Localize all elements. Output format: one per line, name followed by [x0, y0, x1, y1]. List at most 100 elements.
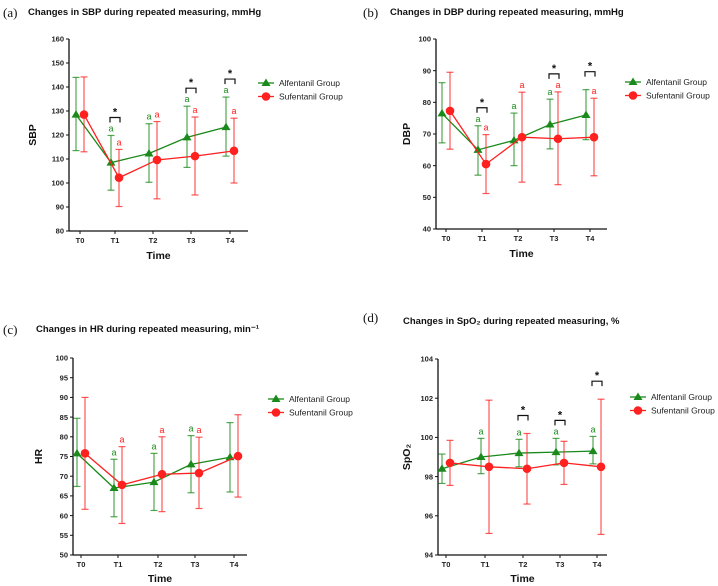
x-tick-label: T3: [187, 236, 196, 245]
data-point: [186, 459, 196, 468]
significance-annotation: a: [478, 426, 483, 436]
legend-entry: Alfentanil Group: [279, 78, 340, 88]
data-point: [553, 134, 563, 144]
y-tick-label: 50: [423, 193, 431, 202]
significance-annotation: a: [231, 106, 236, 116]
data-point: [221, 122, 231, 131]
data-point: [233, 451, 243, 461]
y-tick-label: 140: [51, 83, 64, 92]
legend-marker: [261, 78, 271, 86]
y-tick-label: 90: [60, 393, 68, 402]
significance-annotation: a: [475, 114, 480, 124]
x-tick-label: T2: [149, 236, 158, 245]
y-tick-label: 85: [60, 413, 68, 422]
y-tick-label: 70: [423, 130, 431, 139]
data-point: [484, 462, 494, 472]
x-tick-label: T2: [154, 560, 163, 569]
significance-annotation: a: [151, 441, 156, 451]
significance-annotation: a: [555, 80, 560, 90]
legend-marker: [633, 392, 643, 400]
data-point: [514, 448, 524, 457]
y-tick-label: 90: [423, 66, 431, 75]
series-line: [83, 114, 235, 179]
x-tick-label: T4: [230, 560, 240, 569]
x-tick-label: T2: [519, 560, 528, 569]
data-point: [71, 110, 81, 118]
significance-annotation: a: [108, 123, 113, 133]
y-axis-label: DBP: [401, 123, 413, 145]
x-tick-label: T0: [76, 236, 85, 245]
y-tick-label: 160: [51, 35, 64, 44]
legend-marker: [271, 408, 281, 417]
y-tick-label: 95: [60, 373, 68, 382]
chart-title: Changes in SBP during repeated measuring…: [28, 7, 261, 18]
y-tick-label: 80: [56, 227, 64, 236]
panel-b: (b) Changes in DBP during repeated measur…: [363, 5, 710, 260]
data-point: [190, 151, 200, 161]
series-sufentanil-group: aa a: [80, 396, 243, 525]
y-tick-label: 60: [423, 161, 431, 170]
data-point: [473, 145, 483, 153]
y-tick-label: 60: [60, 511, 68, 520]
data-point: [545, 120, 555, 128]
data-point: [157, 469, 167, 479]
data-point: [445, 458, 455, 468]
y-tick-label: 100: [55, 354, 68, 363]
x-axis-label: Time: [148, 573, 172, 585]
panel-d: (d) Changes in SpO₂ during repeated measu…: [363, 310, 715, 585]
significance-annotation: a: [159, 425, 164, 435]
legend-entry: Sufentanil Group: [279, 92, 343, 102]
data-point: [588, 446, 598, 455]
y-tick-label: 40: [423, 225, 431, 234]
data-point: [551, 447, 561, 456]
data-point: [144, 148, 154, 157]
legend-entry: Sufentanil Group: [289, 408, 353, 418]
series-alfentanil-group: aaa: [72, 417, 235, 518]
significance-bracket: [548, 73, 560, 79]
significance-star: *: [558, 409, 563, 421]
data-point: [476, 452, 486, 460]
y-tick-label: 50: [60, 551, 68, 560]
significance-bracket: [517, 414, 529, 421]
series-alfentanil-group: aaa: [437, 82, 591, 176]
significance-star: *: [480, 97, 485, 109]
y-tick-label: 100: [420, 433, 433, 442]
significance-star: *: [228, 68, 233, 80]
panel-label: (c): [3, 322, 17, 337]
significance-annotation: a: [547, 87, 552, 97]
x-tick-label: T3: [191, 560, 200, 569]
data-point: [437, 464, 447, 472]
data-point: [109, 483, 119, 492]
data-point: [80, 449, 90, 458]
data-point: [114, 173, 124, 183]
significance-star: *: [113, 106, 118, 118]
data-point: [445, 106, 455, 116]
legend-marker: [633, 406, 643, 415]
y-tick-label: 104: [420, 355, 433, 364]
data-point: [517, 132, 527, 142]
legend-entry: Sufentanil Group: [651, 406, 715, 416]
significance-annotation: a: [119, 435, 124, 445]
series-sufentanil-group: [445, 398, 606, 536]
x-tick-label: T1: [111, 236, 120, 245]
x-axis-label: Time: [510, 573, 534, 585]
y-tick-label: 98: [425, 472, 433, 481]
significance-bracket: [584, 71, 596, 77]
data-point: [559, 458, 569, 468]
data-point: [72, 448, 82, 457]
data-point: [149, 477, 159, 486]
y-tick-label: 65: [60, 492, 68, 501]
x-tick-label: T1: [478, 234, 487, 243]
data-point: [596, 462, 606, 472]
panel-a: (a) Changes in SBP during repeated measur…: [3, 5, 343, 262]
y-tick-label: 100: [418, 35, 431, 44]
data-point: [581, 110, 591, 118]
legend-entry: Sufentanil Group: [646, 91, 710, 101]
significance-annotation: a: [516, 427, 521, 437]
y-tick-label: 70: [60, 472, 68, 481]
y-tick-label: 90: [56, 203, 64, 212]
x-tick-label: T4: [593, 560, 603, 569]
data-point: [481, 159, 491, 169]
